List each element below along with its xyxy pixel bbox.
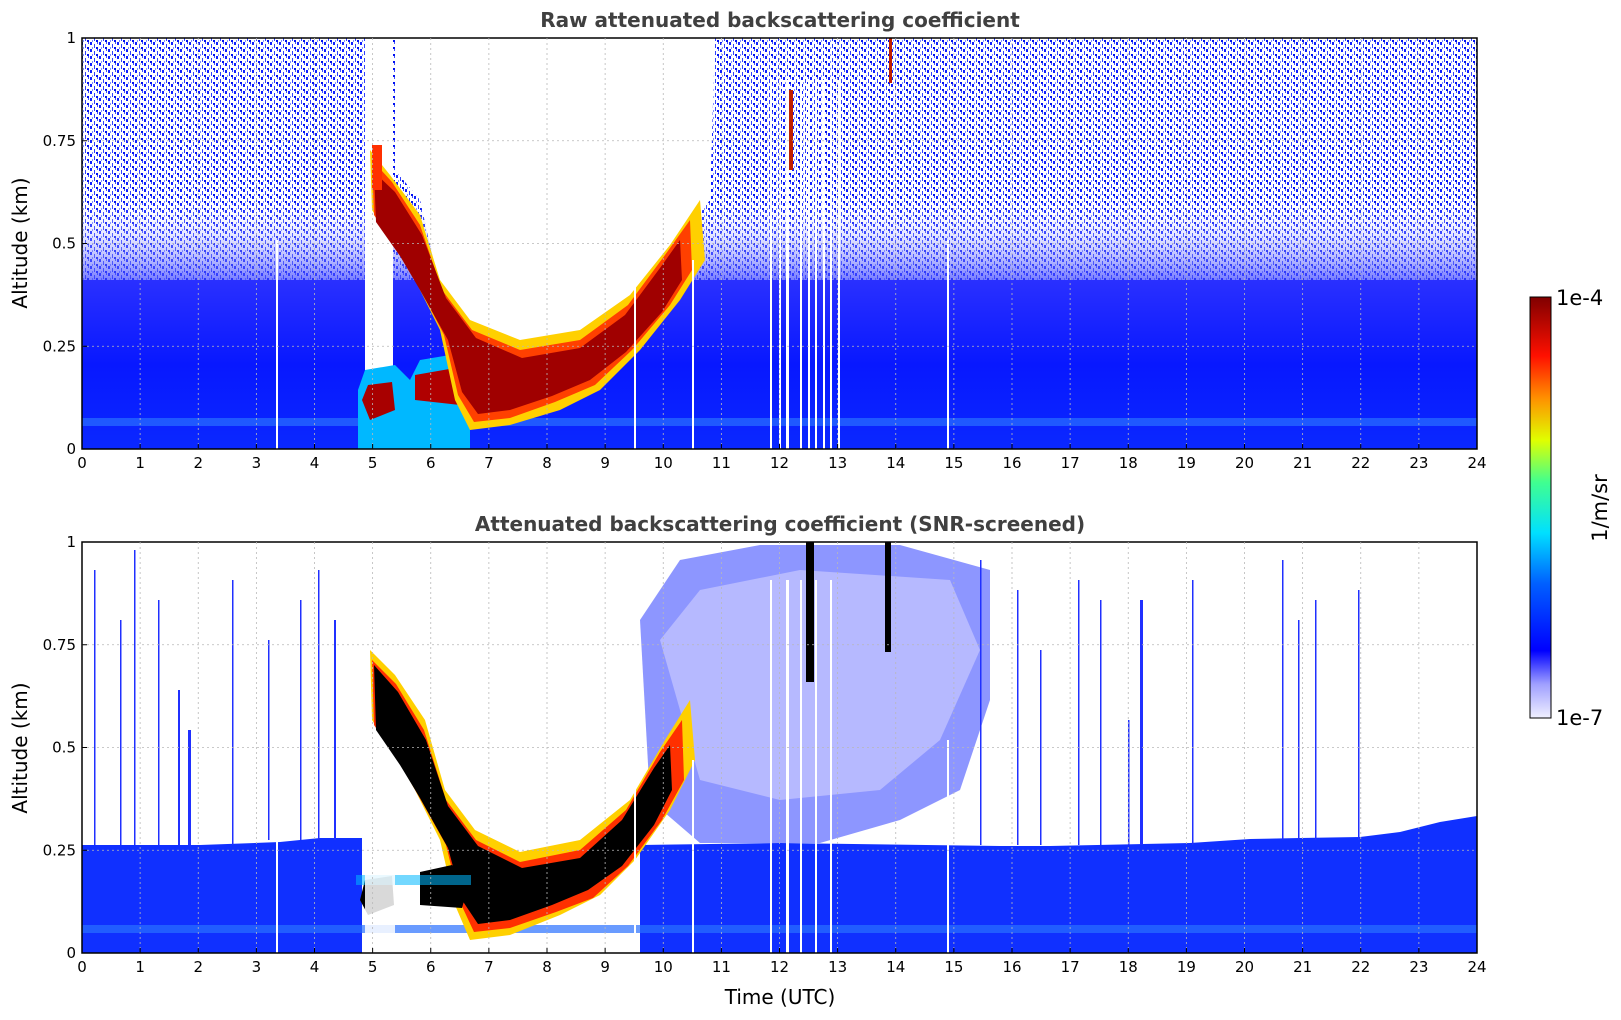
x-tick-label: 0	[77, 958, 87, 976]
x-tick-label: 24	[1467, 958, 1486, 976]
x-tick-label: 1	[135, 454, 145, 472]
x-tick-label: 15	[944, 454, 963, 472]
bottom-y-axis-label: Altitude (km)	[8, 682, 32, 813]
x-tick-label: 8	[542, 454, 552, 472]
y-tick-label: 1	[66, 533, 76, 551]
top-y-axis-label: Altitude (km)	[8, 177, 32, 308]
x-tick-label: 19	[1177, 454, 1196, 472]
x-tick-label: 23	[1409, 454, 1428, 472]
x-tick-label: 15	[944, 958, 963, 976]
y-tick-label: 0.5	[52, 739, 76, 757]
x-tick-label: 2	[193, 958, 203, 976]
x-tick-label: 6	[426, 454, 436, 472]
bottom-spikes	[94, 550, 1360, 845]
colorbar-gradient	[1529, 296, 1552, 719]
bottom-low-layer-halo	[356, 875, 471, 885]
x-tick-label: 4	[310, 454, 320, 472]
x-tick-label: 18	[1119, 454, 1138, 472]
x-tick-label: 5	[368, 454, 378, 472]
y-tick-label: 0.75	[43, 636, 76, 654]
x-tick-label: 1	[135, 958, 145, 976]
x-tick-label: 13	[828, 454, 847, 472]
x-tick-label: 12	[770, 958, 789, 976]
x-tick-label: 23	[1409, 958, 1428, 976]
y-tick-label: 1	[66, 29, 76, 47]
top-panel-title: Raw attenuated backscattering coefficien…	[540, 8, 1020, 32]
colorbar-min-label: 1e-7	[1556, 706, 1603, 730]
x-tick-label: 20	[1235, 958, 1254, 976]
x-tick-label: 22	[1351, 454, 1370, 472]
x-tick-label: 10	[654, 958, 673, 976]
y-tick-label: 0.5	[52, 235, 76, 253]
x-tick-label: 9	[600, 958, 610, 976]
x-tick-label: 22	[1351, 958, 1370, 976]
x-tick-label: 7	[484, 454, 494, 472]
x-tick-label: 17	[1061, 958, 1080, 976]
x-tick-label: 16	[1002, 454, 1021, 472]
top-dropout-lines	[276, 80, 949, 449]
colorbar-unit-label: 1/m/sr	[1588, 474, 1612, 542]
x-tick-label: 11	[712, 958, 731, 976]
top-low-layer-core	[362, 382, 395, 420]
top-clear-region	[365, 38, 715, 345]
x-tick-label: 11	[712, 454, 731, 472]
x-tick-label: 19	[1177, 958, 1196, 976]
bottom-cloud-streak-2	[885, 542, 891, 652]
bottom-axis-ticks: 0 1 2 3 4 5 6 7 8 9 10 11 12 13 14 15 16 17 18 19 20 21 22 23 24…	[43, 533, 1487, 976]
bottom-scatter-light	[660, 570, 980, 800]
x-tick-label: 21	[1293, 454, 1312, 472]
bottom-panel: Attenuated backscattering coefficient (S…	[8, 512, 1487, 1009]
bottom-grid	[82, 542, 1477, 953]
x-axis-label: Time (UTC)	[724, 985, 836, 1009]
x-tick-label: 4	[310, 958, 320, 976]
top-grid	[82, 38, 1477, 449]
bottom-cloud-streak-1	[806, 542, 814, 682]
x-tick-label: 3	[252, 958, 262, 976]
y-tick-label: 0	[66, 944, 76, 962]
x-tick-label: 12	[770, 454, 789, 472]
x-tick-label: 5	[368, 958, 378, 976]
top-axis-ticks: 0 1 2 3 4 5 6 7 8 9 10 11 12 13 14 15 16 17 18 19 20 21 22 23 24…	[43, 29, 1487, 472]
colorbar: 1e-4 1e-7 1/m/sr	[1529, 286, 1612, 730]
x-tick-label: 17	[1061, 454, 1080, 472]
y-tick-label: 0.25	[43, 841, 76, 859]
x-tick-label: 8	[542, 958, 552, 976]
x-tick-label: 13	[828, 958, 847, 976]
x-tick-label: 21	[1293, 958, 1312, 976]
x-tick-label: 14	[886, 958, 905, 976]
x-tick-label: 2	[193, 454, 203, 472]
y-tick-label: 0	[66, 440, 76, 458]
y-tick-label: 0.25	[43, 337, 76, 355]
bottom-aerosol-layer-core	[374, 665, 672, 924]
x-tick-label: 20	[1235, 454, 1254, 472]
x-tick-label: 10	[654, 454, 673, 472]
x-tick-label: 6	[426, 958, 436, 976]
x-tick-label: 0	[77, 454, 87, 472]
x-tick-label: 24	[1467, 454, 1486, 472]
top-panel: Raw attenuated backscattering coefficien…	[8, 8, 1487, 472]
colorbar-max-label: 1e-4	[1556, 286, 1603, 310]
x-tick-label: 7	[484, 958, 494, 976]
top-cloud-streak-1	[789, 90, 793, 170]
x-tick-label: 9	[600, 454, 610, 472]
x-tick-label: 14	[886, 454, 905, 472]
top-cloud-streak-2	[889, 38, 892, 83]
bottom-dropout-lines	[276, 580, 949, 953]
x-tick-label: 3	[252, 454, 262, 472]
bottom-clear-gap	[365, 790, 395, 953]
bottom-panel-title: Attenuated backscattering coefficient (S…	[475, 512, 1085, 536]
top-aerosol-onset	[372, 145, 382, 190]
x-tick-label: 18	[1119, 958, 1138, 976]
y-tick-label: 0.75	[43, 132, 76, 150]
x-tick-label: 16	[1002, 958, 1021, 976]
